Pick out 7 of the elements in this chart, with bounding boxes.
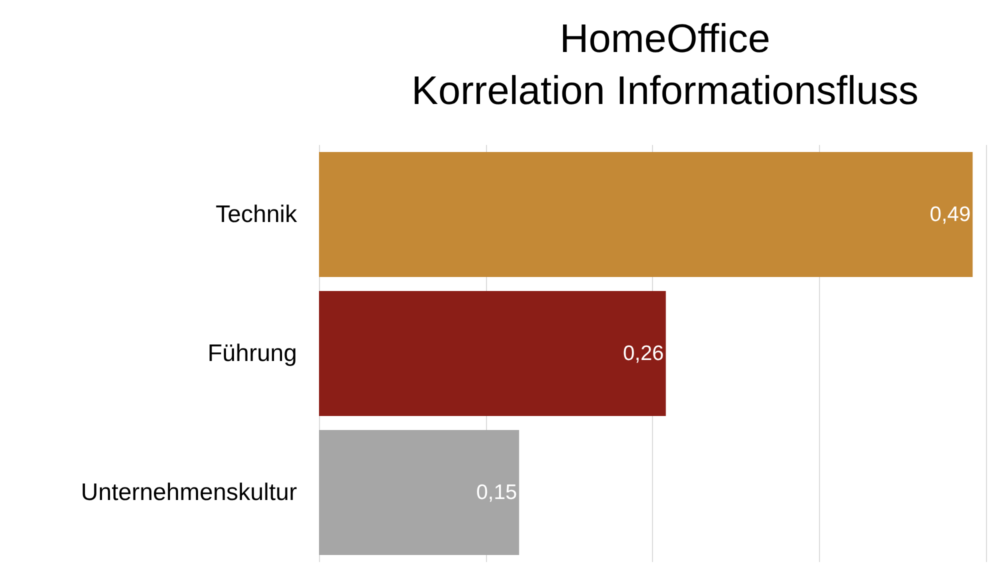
data-label: 0,15: [476, 481, 518, 504]
data-label: 0,49: [930, 203, 971, 226]
data-label: 0,26: [622, 342, 664, 365]
chart-title: HomeOffice Korrelation Informationsfluss: [412, 17, 918, 113]
y-tick-label: Technik: [216, 201, 298, 228]
y-tick-label: Unternehmenskultur: [80, 479, 298, 506]
y-tick-label: Führung: [208, 340, 297, 367]
